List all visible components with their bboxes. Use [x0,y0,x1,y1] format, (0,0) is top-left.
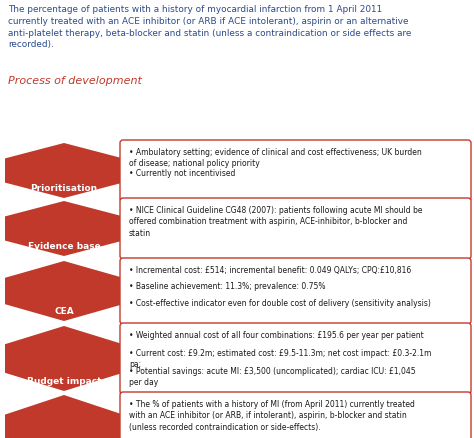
FancyBboxPatch shape [120,258,471,324]
Text: • Potential savings: acute MI: £3,500 (uncomplicated); cardiac ICU: £1,045
per d: • Potential savings: acute MI: £3,500 (u… [129,367,416,387]
Text: • Incremental cost: £514; incremental benefit: 0.049 QALYs; CPQ:£10,816: • Incremental cost: £514; incremental be… [129,266,411,275]
Text: • Currently not incentivised: • Currently not incentivised [129,170,236,178]
FancyBboxPatch shape [120,323,471,394]
Polygon shape [5,261,123,321]
Text: • Current cost: £9.2m; estimated cost: £9.5-11.3m; net cost impact: £0.3-2.1m
pa: • Current cost: £9.2m; estimated cost: £… [129,349,431,369]
Polygon shape [5,201,123,256]
Polygon shape [5,143,123,198]
Text: • Cost-effective indicator even for double cost of delivery (sensitivity analysi: • Cost-effective indicator even for doub… [129,299,431,308]
Polygon shape [5,395,123,438]
FancyBboxPatch shape [120,392,471,438]
Text: • Weighted annual cost of all four combinations: £195.6 per year per patient: • Weighted annual cost of all four combi… [129,331,424,340]
Text: Budget impact: Budget impact [27,377,101,385]
Text: Process of development: Process of development [8,76,142,86]
FancyBboxPatch shape [120,140,471,201]
Text: The percentage of patients with a history of myocardial infarction from 1 April : The percentage of patients with a histor… [8,5,411,49]
Text: • Ambulatory setting; evidence of clinical and cost effectiveness; UK burden
of : • Ambulatory setting; evidence of clinic… [129,148,422,169]
FancyBboxPatch shape [120,198,471,259]
Polygon shape [5,326,123,391]
Text: • NICE Clinical Guideline CG48 (2007): patients following acute MI should be
off: • NICE Clinical Guideline CG48 (2007): p… [129,206,422,238]
Text: • The % of patients with a history of MI (from April 2011) currently treated
wit: • The % of patients with a history of MI… [129,400,415,432]
Text: Evidence base: Evidence base [27,242,100,251]
Text: CEA: CEA [54,307,74,316]
Text: Prioritisation: Prioritisation [30,184,98,194]
Text: • Baseline achievement: 11.3%; prevalence: 0.75%: • Baseline achievement: 11.3%; prevalenc… [129,283,326,291]
